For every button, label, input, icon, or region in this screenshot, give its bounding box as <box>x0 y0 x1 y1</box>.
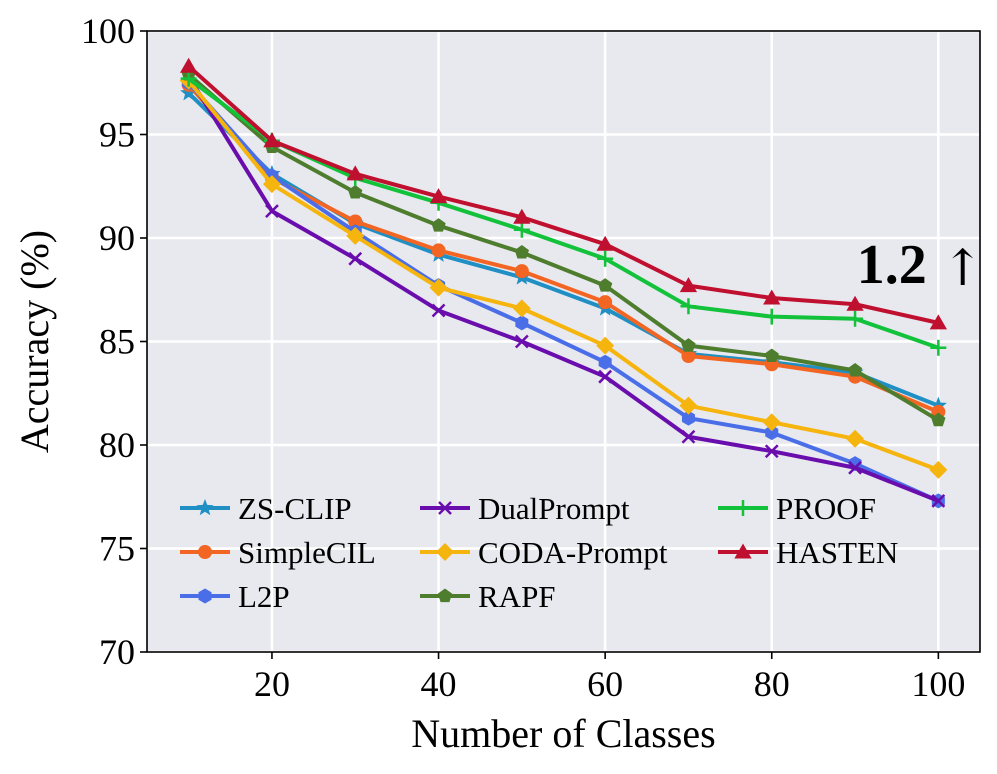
data-point-simplecil <box>432 243 446 257</box>
x-tick-label: 80 <box>754 664 790 704</box>
y-tick-label: 70 <box>99 632 135 672</box>
legend-label: PROOF <box>776 491 876 526</box>
x-tick-label: 60 <box>587 664 623 704</box>
y-tick-label: 80 <box>99 425 135 465</box>
accuracy-line-chart: 20 40 60 80 100 70 75 80 85 90 95 100 Number of Cla… <box>0 0 997 774</box>
y-tick-label: 100 <box>81 11 135 51</box>
legend-label: CODA-Prompt <box>478 535 668 570</box>
legend-label: DualPrompt <box>478 491 630 526</box>
up-arrow-icon: ↑ <box>942 239 984 297</box>
annotation: 1.2 ↑ <box>857 234 984 297</box>
legend-label: SimpleCIL <box>238 535 376 570</box>
x-tick-label: 20 <box>254 664 290 704</box>
y-tick-label: 95 <box>99 115 135 155</box>
x-axis-title: Number of Classes <box>411 711 715 756</box>
data-point-simplecil <box>515 264 529 278</box>
y-tick-label: 85 <box>99 322 135 362</box>
x-tick-label: 100 <box>911 664 965 704</box>
y-tick-label: 90 <box>99 218 135 258</box>
legend-marker <box>198 545 212 559</box>
y-axis-title: Accuracy (%) <box>12 230 57 453</box>
y-tick-label: 75 <box>99 529 135 569</box>
x-tick-label: 40 <box>421 664 457 704</box>
legend-label: HASTEN <box>776 535 898 570</box>
legend-label: ZS-CLIP <box>238 491 352 526</box>
legend-label: RAPF <box>478 579 556 614</box>
data-point-simplecil <box>598 295 612 309</box>
legend-label: L2P <box>238 579 290 614</box>
annotation-value: 1.2 <box>857 234 927 296</box>
